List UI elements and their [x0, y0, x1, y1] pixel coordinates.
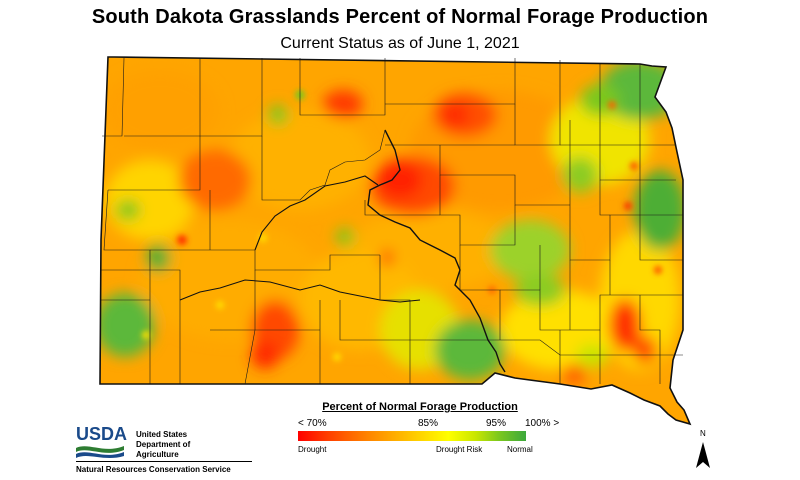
legend-caption-drought: Drought	[298, 445, 327, 454]
legend-title: Percent of Normal Forage Production	[322, 401, 518, 413]
map-subtitle: Current Status as of June 1, 2021	[280, 35, 520, 52]
county-boundaries	[100, 57, 683, 385]
legend-tick-100: 100% >	[525, 418, 560, 429]
usda-logo-text: USDA	[76, 424, 127, 444]
nrcs-name: Natural Resources Conservation Service	[76, 465, 231, 474]
missouri-river	[367, 129, 506, 373]
map-title: South Dakota Grasslands Percent of Norma…	[91, 6, 709, 28]
legend-tick-lt70: < 70%	[298, 418, 327, 429]
usda-department-name: United States Department of Agriculture	[136, 430, 190, 460]
dept-line-2: Department of	[136, 440, 191, 449]
north-label: N	[700, 429, 706, 438]
state-outline	[99, 56, 692, 426]
north-arrow-icon	[696, 442, 710, 468]
agency-divider	[76, 461, 252, 462]
legend-color-ramp	[298, 431, 526, 441]
legend-caption-normal: Normal	[507, 445, 533, 454]
forage-raster	[100, 57, 690, 424]
cheyenne-river	[254, 175, 379, 251]
dept-line-3: Agriculture	[136, 450, 179, 459]
dept-line-1: United States	[136, 430, 188, 439]
legend-caption-drought-risk: Drought Risk	[436, 445, 483, 454]
legend-tick-85: 85%	[418, 418, 439, 429]
legend-tick-95: 95%	[486, 418, 507, 429]
usda-logo: USDA	[76, 424, 127, 458]
white-river	[179, 279, 421, 303]
